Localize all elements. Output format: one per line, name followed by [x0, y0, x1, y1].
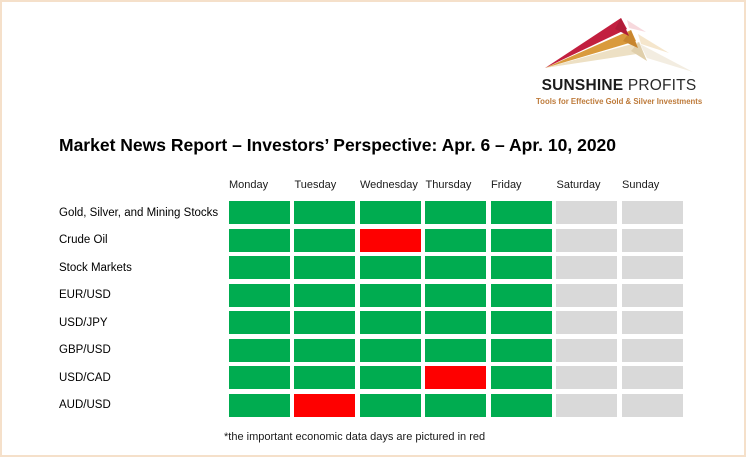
- page-title: Market News Report – Investors’ Perspect…: [59, 135, 617, 155]
- grid-cell-saturday-row8: [556, 393, 617, 417]
- grid-cell-tuesday-row3: [294, 256, 355, 279]
- grid-cell-monday-row3: [228, 256, 290, 279]
- brand-name: SUNSHINE PROFITS: [536, 77, 702, 95]
- grid-cell-wednesday-row7: [359, 366, 421, 389]
- sunshine-rays-icon: [545, 18, 693, 72]
- grid-cell-tuesday-row1: [294, 201, 355, 224]
- grid-cell-thursday-row6: [425, 338, 486, 362]
- grid-cell-monday-row1: [228, 201, 290, 224]
- grid-cell-tuesday-row5: [294, 311, 355, 334]
- grid-cell-wednesday-row2: [359, 228, 421, 252]
- grid-cell-monday-row6: [228, 338, 290, 362]
- day-label-sunday: Sunday: [622, 179, 660, 191]
- grid-cell-thursday-row2: [425, 228, 486, 252]
- row-label: USD/CAD: [59, 371, 111, 384]
- row-label: Gold, Silver, and Mining Stocks: [59, 206, 219, 219]
- grid-cell-friday-row6: [490, 338, 552, 362]
- grid-cell-wednesday-row5: [359, 311, 421, 334]
- grid-cell-friday-row3: [490, 256, 552, 279]
- footnote: *the important economic data days are pi…: [224, 431, 486, 443]
- day-label-saturday: Saturday: [556, 179, 601, 191]
- grid-cell-friday-row8: [490, 393, 552, 417]
- grid-cell-thursday-row8: [425, 393, 486, 417]
- grid-cell-saturday-row2: [556, 228, 617, 252]
- grid-cell-saturday-row4: [556, 283, 617, 307]
- grid-cell-wednesday-row4: [359, 283, 421, 307]
- grid-cell-tuesday-row6: [294, 338, 355, 362]
- grid-cell-saturday-row3: [556, 256, 617, 279]
- grid-cell-wednesday-row6: [359, 338, 421, 362]
- grid-cell-friday-row7: [490, 366, 552, 389]
- grid-cell-tuesday-row4: [294, 283, 355, 307]
- grid-cell-wednesday-row1: [359, 201, 421, 224]
- grid-cell-sunday-row4: [621, 283, 683, 307]
- day-label-monday: Monday: [229, 179, 269, 191]
- day-label-tuesday: Tuesday: [294, 179, 337, 191]
- brand-name-secondary: PROFITS: [627, 77, 697, 94]
- grid-cell-tuesday-row8: [294, 393, 355, 417]
- grid-cell-saturday-row6: [556, 338, 617, 362]
- grid-cell-friday-row4: [490, 283, 552, 307]
- day-label-friday: Friday: [491, 179, 522, 191]
- grid-cell-tuesday-row7: [294, 366, 355, 389]
- brand-name-primary: SUNSHINE: [541, 77, 624, 94]
- row-label: USD/JPY: [59, 316, 108, 329]
- grid-cell-monday-row2: [228, 228, 290, 252]
- row-label: Crude Oil: [59, 234, 108, 246]
- row-label: EUR/USD: [59, 289, 111, 301]
- grid-cell-monday-row7: [228, 366, 290, 389]
- grid-cell-friday-row1: [490, 201, 552, 224]
- grid-cell-tuesday-row2: [294, 228, 355, 252]
- day-header-row: Monday Tuesday Wednesday Thursday Friday Satu…: [228, 179, 682, 191]
- grid-cell-sunday-row5: [621, 311, 683, 334]
- grid-cell-sunday-row1: [621, 201, 683, 224]
- grid-cell-saturday-row7: [556, 366, 617, 389]
- grid-cell-sunday-row2: [621, 228, 683, 252]
- grid-cell-monday-row4: [228, 283, 290, 307]
- sunshine-profits-logo: SUNSHINE PROFITS Tools for Effective Gol…: [536, 12, 702, 106]
- grid-cell-sunday-row6: [621, 338, 683, 362]
- day-label-thursday: Thursday: [425, 179, 472, 191]
- grid-cell-thursday-row4: [425, 283, 486, 307]
- grid-cell-monday-row5: [228, 311, 290, 334]
- brand-tagline: Tools for Effective Gold & Silver Invest…: [536, 97, 703, 106]
- grid-cell-saturday-row1: [556, 201, 617, 224]
- grid-cell-thursday-row5: [425, 311, 486, 334]
- grid-cell-wednesday-row3: [359, 256, 421, 279]
- row-label: GBP/USD: [59, 344, 111, 356]
- grid-cell-saturday-row5: [556, 311, 617, 334]
- grid-cell-sunday-row7: [621, 366, 683, 389]
- row-label: Stock Markets: [59, 261, 132, 274]
- grid-cell-friday-row5: [490, 311, 552, 334]
- row-label: AUD/USD: [59, 399, 111, 411]
- grid-cell-monday-row8: [228, 393, 290, 417]
- grid-cell-thursday-row7: [425, 366, 486, 389]
- grid-cell-thursday-row3: [425, 256, 486, 279]
- grid-cell-wednesday-row8: [359, 393, 421, 417]
- report-grid: Gold, Silver, and Mining Stocks Crude Oil…: [59, 201, 683, 417]
- grid-cell-sunday-row3: [621, 256, 683, 279]
- grid-cell-thursday-row1: [425, 201, 486, 224]
- grid-cell-sunday-row8: [621, 393, 683, 417]
- day-label-wednesday: Wednesday: [360, 179, 418, 191]
- grid-cell-friday-row2: [490, 228, 552, 252]
